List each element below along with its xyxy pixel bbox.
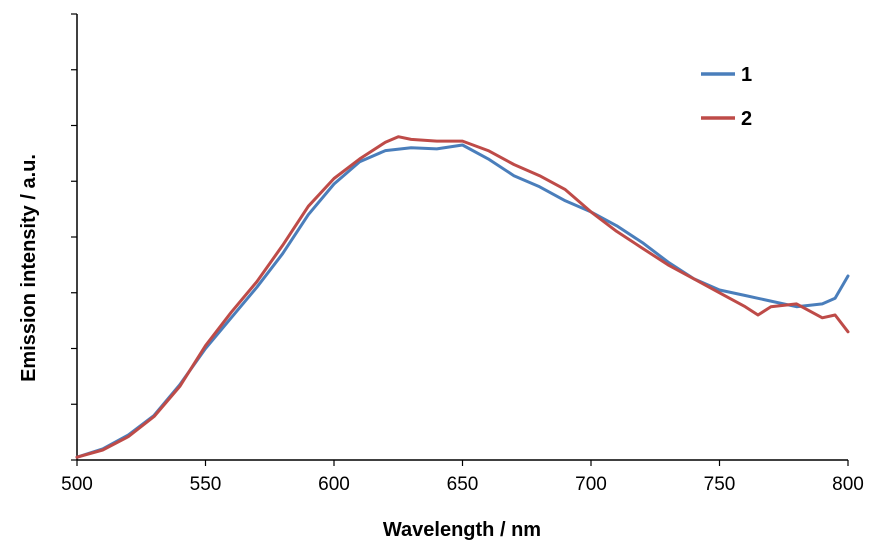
x-tick-label: 500	[61, 474, 93, 495]
axes	[76, 14, 848, 461]
x-tick-labels: 500 550 600 650 700 750 800	[61, 474, 864, 495]
series-lines	[75, 135, 850, 459]
x-tick-label: 600	[318, 474, 350, 495]
legend: 1 2	[701, 64, 752, 130]
x-axis-title: Wavelength / nm	[383, 519, 541, 541]
x-tick-label: 800	[832, 474, 864, 495]
y-axis-title: Emission intensity / a.u.	[18, 154, 40, 382]
series-line-1	[75, 143, 850, 459]
x-tick-label: 650	[447, 474, 479, 495]
legend-label-series-2: 2	[741, 108, 752, 130]
x-tick-label: 700	[575, 474, 607, 495]
y-ticks	[71, 13, 77, 461]
x-tick-label: 550	[190, 474, 222, 495]
x-ticks	[76, 460, 849, 466]
x-tick-label: 750	[704, 474, 736, 495]
legend-label-series-1: 1	[741, 64, 752, 86]
series-line-2	[75, 135, 850, 459]
